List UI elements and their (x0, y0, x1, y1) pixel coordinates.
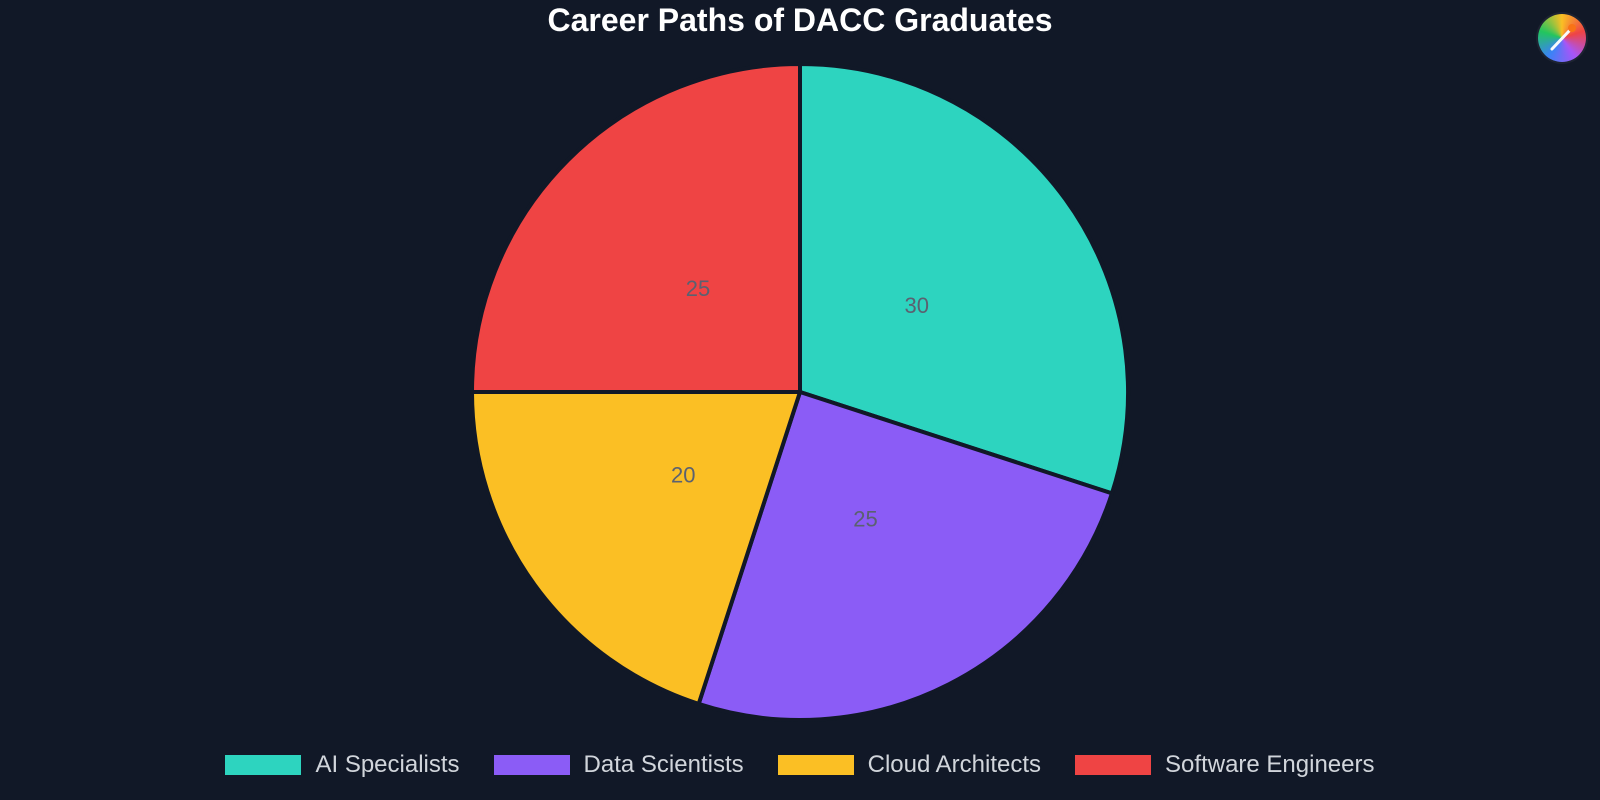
paintbrush-icon (1550, 24, 1576, 51)
legend: AI Specialists Data Scientists Cloud Arc… (0, 750, 1600, 780)
legend-label: AI Specialists (315, 751, 460, 778)
avatar[interactable] (1538, 14, 1586, 62)
pie-slice-ai-specialists[interactable] (798, 62, 1130, 496)
legend-item-cloud-architects[interactable]: Cloud Architects (777, 750, 1042, 780)
legend-swatch (777, 755, 854, 775)
legend-label: Cloud Architects (867, 751, 1042, 778)
legend-swatch (225, 755, 302, 775)
data-label-data-scientists: 25 (853, 506, 877, 531)
pie-slice-cloud-architects[interactable] (470, 390, 802, 706)
data-label-ai-specialists: 30 (905, 293, 929, 318)
legend-item-data-scientists[interactable]: Data Scientists (493, 750, 744, 780)
legend-label: Software Engineers (1165, 751, 1375, 778)
data-label-software-engineers: 25 (686, 276, 710, 301)
chart-title: Career Paths of DACC Graduates (547, 2, 1053, 38)
legend-label: Data Scientists (583, 751, 744, 778)
legend-item-software-engineers[interactable]: Software Engineers (1075, 750, 1375, 780)
pie-chart: 30 25 20 25 (470, 62, 1130, 723)
data-label-cloud-architects: 20 (671, 463, 695, 488)
legend-swatch (1075, 755, 1152, 775)
legend-item-ai-specialists[interactable]: AI Specialists (225, 750, 460, 780)
pie-slice-data-scientists[interactable] (696, 390, 1114, 723)
legend-swatch (493, 755, 570, 775)
pie-slice-software-engineers[interactable] (470, 62, 802, 394)
